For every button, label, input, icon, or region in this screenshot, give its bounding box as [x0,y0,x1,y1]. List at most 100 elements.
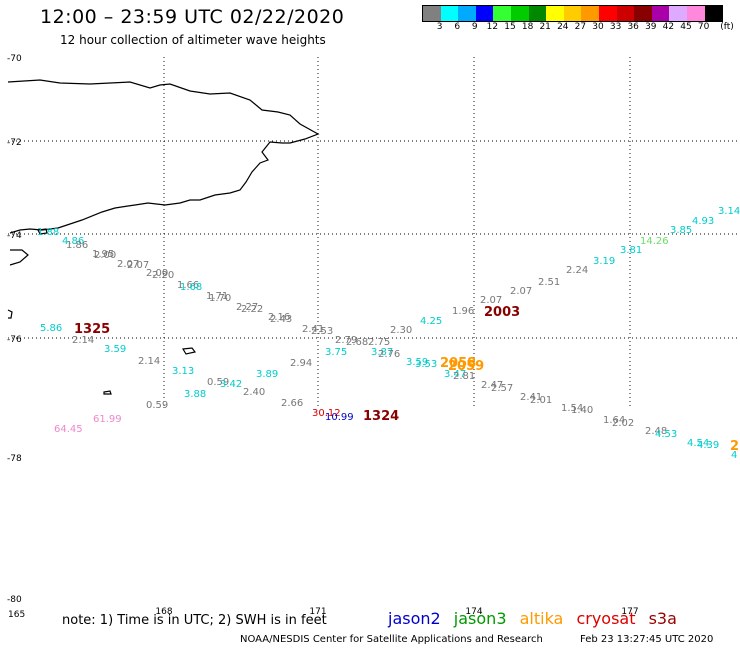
wave-height-label: 2.02 [612,418,634,429]
wave-height-label: 1.88 [37,227,59,238]
generated-timestamp: Feb 23 13:27:45 UTC 2020 [580,634,714,645]
legend-swatch [669,6,687,21]
wave-height-label: 4.53 [655,429,677,440]
pass-time-labels: 1325 2003 1324 [74,305,520,424]
wave-height-label: 2.14 [138,356,160,367]
legend-swatch [616,6,635,21]
legend-tick-label: 3 [436,22,443,32]
wave-height-label: 3.14 [718,206,740,217]
legend-tick-label: 45 [680,22,692,32]
wave-height-label: 2.66 [281,398,303,409]
wave-height-label: 2.22 [241,304,263,315]
wave-height-label: 2.07 [480,295,502,306]
legend-swatch [581,6,599,21]
legend-swatch [458,6,476,21]
wave-height-label: 0.59 [207,377,229,388]
wave-height-label: 1.70 [209,293,231,304]
island-2 [103,390,112,395]
wave-height-label: 1.54 [561,403,583,414]
legend-swatch [528,6,547,21]
legend-swatch [598,6,617,21]
wave-height-label: 1.64 [603,415,625,426]
units-note: note: 1) Time is in UTC; 2) SWH is in fe… [62,613,327,628]
legend-swatch [475,6,494,21]
wave-height-label: 2058 [440,356,476,371]
legend-swatch [423,6,441,21]
wave-height-label: 14.26 [640,236,669,247]
legend-tick-label: 21 [539,22,551,32]
legend-tick-label: 33 [609,22,622,32]
wave-height-label: 2.40 [243,387,265,398]
satellite-jason2: jason2 [388,609,441,628]
legend-swatch [440,6,459,21]
wave-height-label: 1.40 [571,405,593,416]
wave-height-label: 2.47 [481,380,503,391]
legend-unit: (ft) [720,22,734,32]
wave-height-label: 2.43 [270,314,292,325]
wave-height-label: 4.39 [697,440,719,451]
legend-tick-label: 30 [592,22,604,32]
wave-height-label: 3.87 [371,347,393,358]
wave-height-label: 3.59 [104,344,126,355]
legend-swatch [546,6,564,21]
wave-height-label: 3.59 [406,357,428,368]
color-scale-labels: 3 6 9 12 15 18 21 24 27 30 33 36 39 42 45 70 (ft) [422,22,740,34]
credit-line: NOAA/NESDIS Center for Satellite Applica… [240,634,543,645]
wave-height-label: 3.42 [220,379,242,390]
wave-height-label: 2.07 [117,259,139,270]
wave-height-label: 2.57 [491,383,513,394]
wave-height-label: 1.66 [177,280,199,291]
wave-height-label: 2.76 [378,349,400,360]
satellite-s3a: s3a [648,609,677,628]
wave-height-label: 64.45 [54,424,83,435]
wave-height-label: 61.99 [93,414,122,425]
wave-height-label: 2.94 [290,358,312,369]
wave-height-label: 30.12 [312,408,341,419]
coastline-peninsula [9,249,29,266]
wave-height-label: 4.25 [420,316,442,327]
island-4 [37,228,48,235]
legend-tick-label: 12 [486,22,499,32]
wave-height-label: 3.53 [415,359,437,370]
lat-label: -74 [7,231,22,241]
island-3 [7,309,13,319]
wave-height-label: 3.13 [172,366,194,377]
lon-label: 177 [621,607,638,617]
wave-height-label: 4.86 [62,236,84,247]
satellite-cryosat: cryosat [576,609,636,628]
lon-label: 165 [8,610,25,620]
wave-height-label: 2.00 [94,250,116,261]
satellite-altika: altika [519,609,564,628]
wave-height-label: 3.89 [256,369,278,380]
lon-label: 174 [465,607,482,617]
lat-label: -72 [7,138,22,148]
wave-height-label: 1.86 [66,240,88,251]
legend-tick-label: 6 [454,22,461,32]
wave-height-label: 2.41 [302,324,324,335]
legend-swatch [493,6,511,21]
wave-height-label: 5.86 [40,323,62,334]
wave-height-label: 3.19 [593,256,615,267]
wave-height-label: 2.30 [390,325,412,336]
wave-height-label: 2.14 [72,335,94,346]
wave-height-label: 10.99 [325,412,354,423]
map-subtitle: 12 hour collection of altimeter wave hei… [60,33,326,47]
coastline-main [7,79,320,234]
wave-height-label: 2.75 [368,337,390,348]
lat-label: -76 [7,335,22,345]
wave-height-label: 3.85 [670,225,692,236]
map-title: 12:00 – 23:59 UTC 02/22/2020 [40,6,345,28]
wave-height-label: 2059 [448,359,484,374]
lon-label: 168 [155,607,172,617]
wave-height-label: 1.71 [206,291,228,302]
legend-swatch [651,6,670,21]
island-1 [182,347,197,355]
lat-label: -70 [7,54,22,64]
wave-height-label: 3.47 [444,369,466,380]
legend-swatch [510,6,529,21]
lon-label: 171 [309,607,326,617]
legend-tick-label: 36 [627,22,639,32]
graticule: -70 -72 -74 -76 -78 -80 165 168 171 174 177 [7,54,738,620]
wave-height-label: 1.68 [180,282,202,293]
